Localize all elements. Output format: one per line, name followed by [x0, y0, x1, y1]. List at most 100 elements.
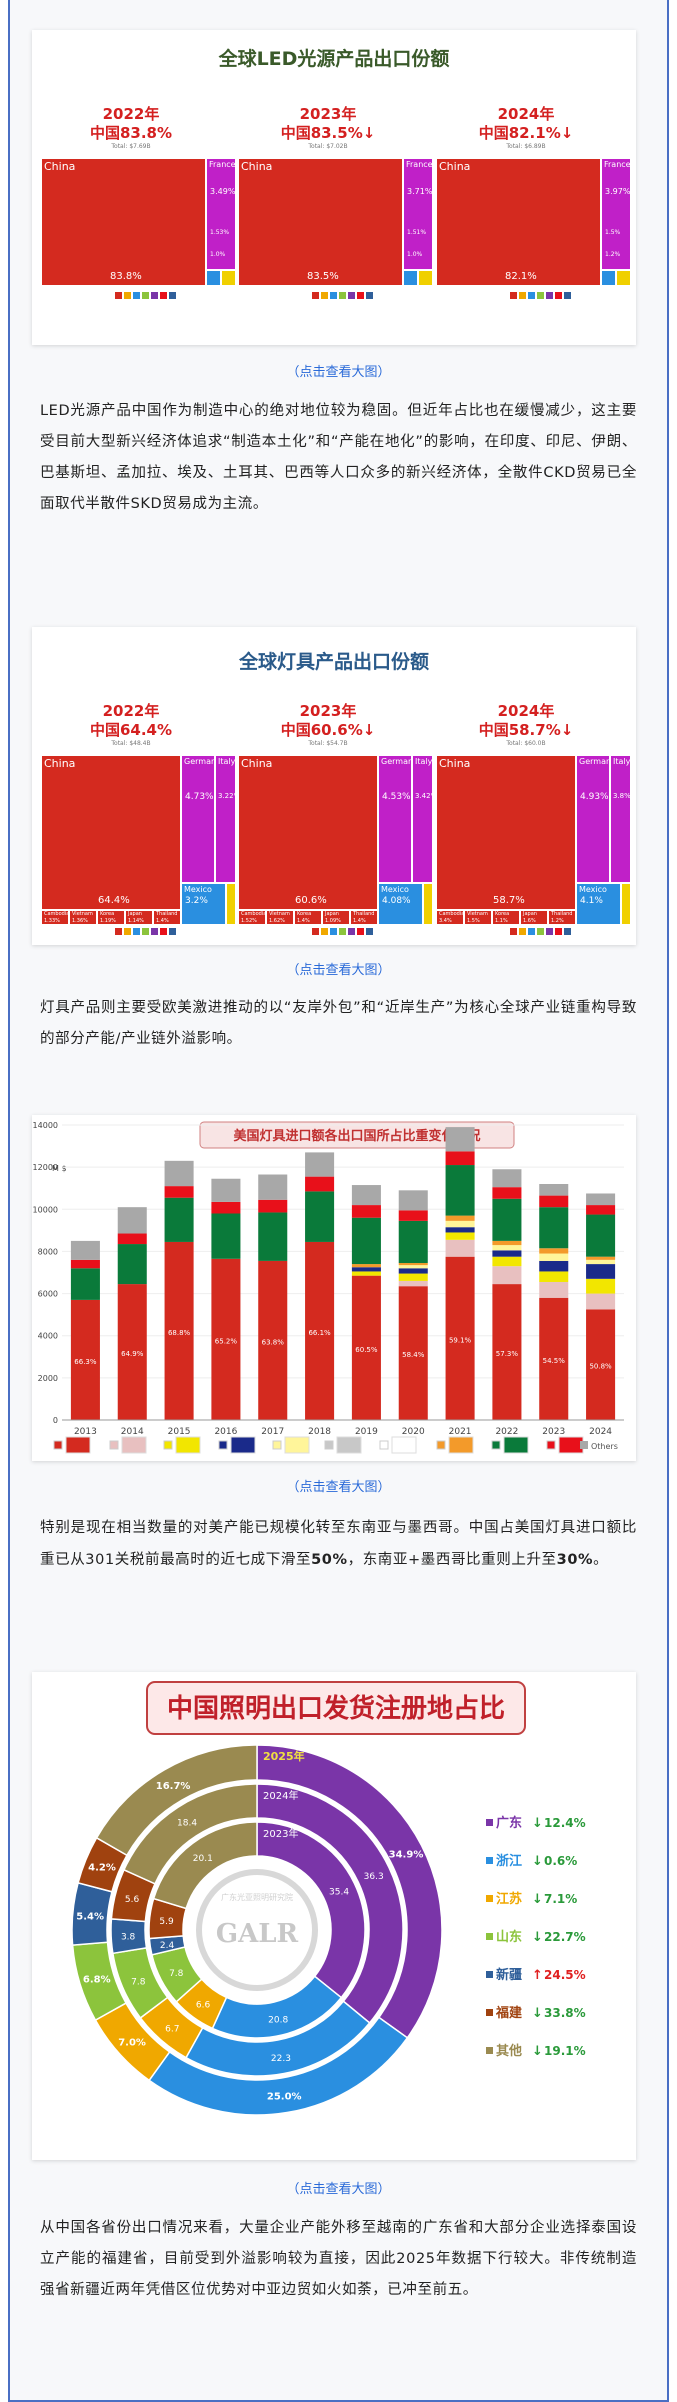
chart-bar-segment: [164, 1241, 194, 1420]
chart-data-label: 57.3%: [496, 1350, 519, 1358]
lamp-cell-germany[interactable]: Germany 4.93%: [576, 755, 610, 883]
flag-icon: [528, 928, 535, 935]
legend-trend-arrow-icon: ↓: [532, 1816, 543, 1831]
us-text-end: 。: [593, 1552, 609, 1568]
lamp-asia-label: Japan: [325, 911, 339, 917]
lamp-cell-mexico[interactable]: Mexico 3.2%: [181, 883, 226, 925]
donut-segment-label: 25.0%: [267, 2091, 302, 2102]
chart-bar-segment: [351, 1264, 381, 1268]
lamp-cell-china[interactable]: China 60.6%: [238, 755, 378, 910]
led-enlarge-link[interactable]: （点击查看大图）: [286, 365, 391, 380]
flag-icon: [160, 292, 167, 299]
chart-bar-segment: [586, 1205, 616, 1215]
lamp-germany-pct: 4.73%: [185, 792, 214, 802]
legend-swatch: [486, 1819, 493, 1826]
legend-swatch: [436, 1440, 446, 1450]
lamp-asia-pct: 1.09%: [325, 918, 341, 924]
lamp-cell-asia: Japan 1.6%: [520, 910, 548, 925]
lamp-cell-others: [423, 883, 433, 925]
donut-segment: [95, 1744, 258, 1857]
flag-icon: [151, 928, 158, 935]
chart-bar-segment: [398, 1263, 428, 1266]
lamp-year-label: 2024年: [497, 702, 555, 720]
led-year-value: 中国83.5%↓: [280, 124, 376, 142]
led-year-label: 2023年: [299, 105, 357, 123]
lamp-cell-china[interactable]: China 58.7%: [436, 755, 576, 910]
chart-bar-segment: [305, 1191, 335, 1242]
flag-icon: [321, 928, 328, 935]
lamp-year-total: Total: $54.7B: [308, 740, 348, 747]
flag-icon: [142, 292, 149, 299]
legend-change-value: 0.6%: [544, 1854, 577, 1868]
chart-bar-segment: [117, 1207, 147, 1234]
us-chart-enlarge-link[interactable]: （点击查看大图）: [286, 1480, 391, 1495]
flag-icon: [65, 1436, 91, 1454]
lamp-cell-italy[interactable]: Italy 3.8%: [610, 755, 631, 883]
led-cell-europe[interactable]: France 3.49% 1.53% 1.0%: [206, 158, 236, 270]
donut-segment-label: 22.3: [271, 2054, 291, 2064]
led-cell-china[interactable]: China 82.1%: [436, 158, 601, 286]
lamp-mexico-label: Mexico: [381, 885, 409, 894]
lamp-treemap[interactable]: China 60.6% Cambodia 1.52% Vietnam 1.62% Korea…: [238, 755, 433, 925]
led-cell-china[interactable]: China 83.5%: [238, 158, 403, 286]
flag-icon: [151, 292, 158, 299]
flag-icon: [348, 928, 355, 935]
led-cell-china[interactable]: China 83.8%: [41, 158, 206, 286]
led-cell-europe[interactable]: France 3.71% 1.51% 1.0%: [403, 158, 433, 270]
lamp-germany-label: Germany: [579, 757, 609, 766]
led-treemap[interactable]: China 83.8% France 3.49% 1.53% 1.0%: [41, 158, 236, 286]
donut-enlarge-link[interactable]: （点击查看大图）: [286, 2182, 391, 2197]
lamp-cell-china[interactable]: China 64.4%: [41, 755, 181, 910]
lamp-cell-italy[interactable]: Italy 3.22%: [215, 755, 236, 883]
watermark-ring: [196, 1869, 318, 1991]
chart-ytick-label: 14000: [33, 1121, 58, 1130]
lamp-cell-asia: Cambodia 1.33%: [41, 910, 69, 925]
lamp-cell-germany[interactable]: Germany 4.53%: [378, 755, 412, 883]
chart-bar-segment: [211, 1178, 241, 1202]
flag-icon: [133, 928, 140, 935]
lamp-cell-others: [621, 883, 631, 925]
lamp-cell-italy[interactable]: Italy 3.42%: [412, 755, 433, 883]
lamp-cell-asia: Cambodia 3.4%: [436, 910, 464, 925]
legend-swatch: [546, 1440, 556, 1450]
led-legend-flags: [510, 292, 571, 299]
lamp-treemap[interactable]: China 64.4% Cambodia 1.33% Vietnam 1.36% Korea…: [41, 755, 236, 925]
flag-icon: [546, 292, 553, 299]
us-import-chart-card[interactable]: 美国灯具进口额各出口国所占比重变化情况 M $ 0 2000 4000 6000 8000 1…: [32, 1115, 636, 1461]
led-year-total: Total: $7.69B: [111, 143, 151, 150]
led-france-label: France: [209, 160, 236, 169]
legend-swatch: [486, 1857, 493, 1864]
led-year-header: 2022年 中国83.8% Total: $7.69B: [41, 105, 221, 151]
chart-bar-segment: [492, 1198, 522, 1241]
lamp-year-value: 中国60.6%↓: [280, 721, 376, 739]
lamp-enlarge-link[interactable]: （点击查看大图）: [286, 963, 391, 978]
donut-title: 中国照明出口发货注册地占比: [167, 1693, 505, 1724]
legend-swatch: [109, 1440, 119, 1450]
led-cell-europe[interactable]: France 3.97% 1.5% 1.2%: [601, 158, 631, 270]
lamp-asia-label: Vietnam: [269, 911, 290, 917]
lamp-cell-asia: Vietnam 1.36%: [69, 910, 97, 925]
donut-center: [187, 1860, 327, 2000]
chart-bar-segment: [305, 1176, 335, 1192]
flag-icon: [124, 928, 131, 935]
lamp-legend-flags: [115, 928, 176, 935]
lamp-treemap[interactable]: China 58.7% Cambodia 3.4% Vietnam 1.5% Korea 1.…: [436, 755, 631, 925]
lamp-asia-label: Thailand: [353, 911, 375, 917]
legend-change-value: 33.8%: [544, 2006, 586, 2020]
led-year-header: 2024年 中国82.1%↓ Total: $6.89B: [436, 105, 616, 151]
shipment-region-card[interactable]: 中国照明出口发货注册地占比 34.9% 25.0% 7.0% 6.8% 5.4% 4.2% 1…: [32, 1672, 636, 2160]
flag-icon: [339, 928, 346, 935]
lamp-cell-asia: Korea 1.1%: [492, 910, 520, 925]
lamp-cell-germany[interactable]: Germany 4.73%: [181, 755, 215, 883]
led-cell-americas: [206, 270, 221, 286]
lamp-cell-asia: Japan 1.09%: [322, 910, 350, 925]
led-year-total: Total: $7.02B: [308, 143, 348, 150]
led-treemap[interactable]: China 83.5% France 3.71% 1.51% 1.0%: [238, 158, 433, 286]
flag-icon: [537, 928, 544, 935]
lamp-cell-mexico[interactable]: Mexico 4.1%: [576, 883, 621, 925]
donut-ring-year: 2023年: [263, 1827, 298, 1840]
chart-bar-segment: [445, 1127, 475, 1152]
led-treemap[interactable]: China 82.1% France 3.97% 1.5% 1.2%: [436, 158, 631, 286]
flag-icon: [330, 928, 337, 935]
lamp-cell-mexico[interactable]: Mexico 4.08%: [378, 883, 423, 925]
